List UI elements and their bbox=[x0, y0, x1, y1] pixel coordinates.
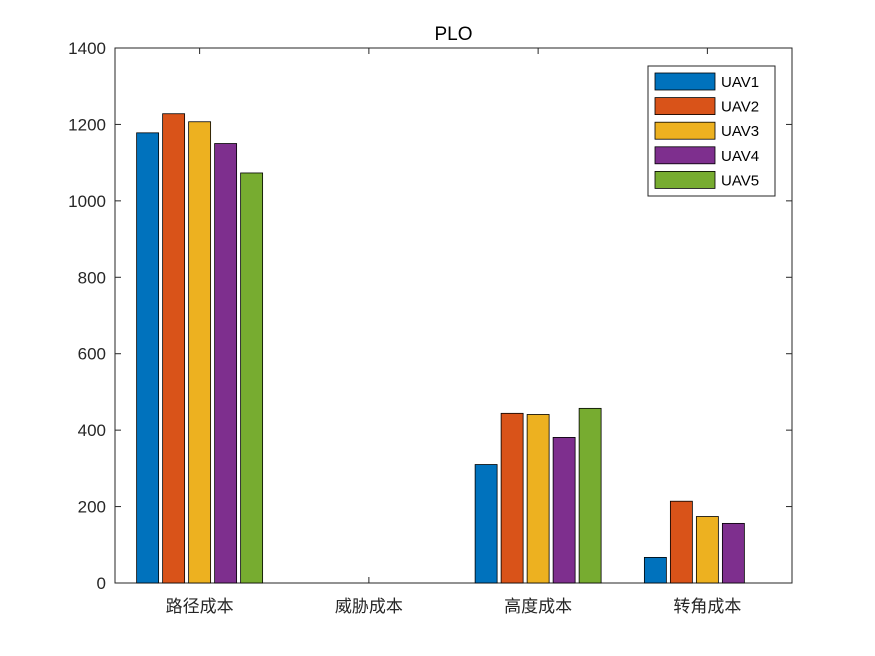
y-tick-label: 1400 bbox=[68, 39, 106, 58]
bar-uav1-1 bbox=[136, 132, 160, 584]
x-tick-label: 威胁成本 bbox=[335, 597, 403, 617]
legend-label: UAV5 bbox=[721, 172, 759, 189]
bar-uav4-1 bbox=[214, 143, 238, 584]
x-tick-label: 转角成本 bbox=[673, 597, 741, 617]
y-tick-label: 1200 bbox=[68, 115, 106, 134]
legend-swatch bbox=[654, 121, 716, 140]
y-tick-label: 1000 bbox=[68, 192, 106, 211]
chart-title: PLO bbox=[434, 24, 472, 45]
bar-uav1-4 bbox=[643, 556, 667, 584]
legend: UAV1 UAV2 UAV3 UAV4 UAV5 bbox=[647, 65, 776, 197]
bar-uav1-3 bbox=[474, 464, 498, 584]
bar-uav3-4 bbox=[695, 516, 719, 584]
y-tick-label: 400 bbox=[78, 421, 106, 440]
x-tick-label: 高度成本 bbox=[504, 597, 572, 617]
legend-label: UAV1 bbox=[721, 74, 759, 91]
legend-label: UAV2 bbox=[721, 99, 759, 116]
bar-uav2-3 bbox=[500, 412, 524, 584]
bar-uav3-3 bbox=[526, 414, 550, 584]
bar-uav4-3 bbox=[552, 437, 576, 584]
y-tick-label: 800 bbox=[78, 268, 106, 287]
y-tick-label: 0 bbox=[97, 574, 106, 593]
legend-swatch bbox=[654, 97, 716, 115]
bar-uav3-1 bbox=[188, 121, 212, 584]
bar-uav2-1 bbox=[162, 113, 186, 584]
legend-swatch bbox=[654, 72, 716, 91]
bar-uav5-1 bbox=[240, 172, 264, 584]
bar-uav5-3 bbox=[578, 407, 602, 584]
bar-uav4-4 bbox=[721, 522, 745, 584]
y-tick-label: 200 bbox=[78, 498, 106, 517]
x-tick-label: 路径成本 bbox=[166, 597, 234, 617]
bar-uav2-4 bbox=[669, 500, 693, 584]
legend-swatch bbox=[654, 170, 716, 189]
y-tick-label: 600 bbox=[78, 345, 106, 364]
legend-label: UAV4 bbox=[721, 148, 759, 165]
legend-label: UAV3 bbox=[721, 123, 759, 140]
legend-swatch bbox=[654, 146, 716, 165]
